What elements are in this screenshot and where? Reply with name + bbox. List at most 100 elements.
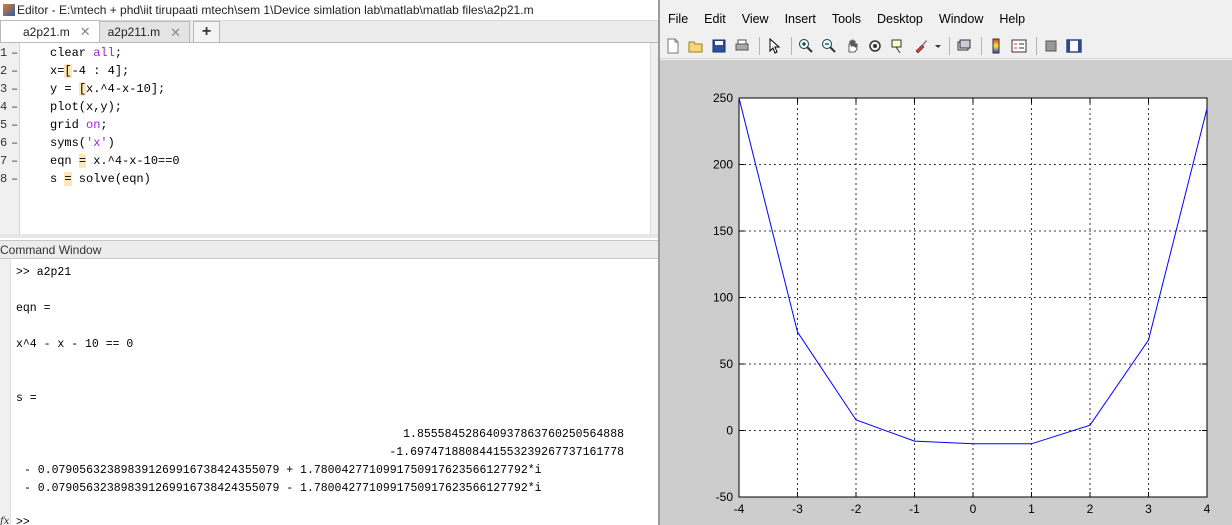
line-number: 3	[0, 82, 8, 96]
tab-label: a2p211.m	[107, 25, 161, 39]
next-prompt[interactable]: >>	[16, 516, 30, 525]
line-number: 7	[0, 154, 8, 168]
plot-area[interactable]: -4 -3 -2 -1 0 1 2 3 4 -50 0 50 100 150 200 250	[660, 60, 1232, 525]
menu-insert[interactable]: Insert	[784, 12, 816, 26]
data-point	[913, 440, 916, 442]
breakpoint-marker[interactable]: –	[11, 64, 19, 78]
root-3: - 0.079056323898391269916738424355079 + …	[24, 464, 542, 477]
line-number: 2	[0, 64, 8, 78]
zoom-in-icon[interactable]	[796, 36, 816, 56]
code-text: clear all;	[50, 46, 123, 60]
command-prompt-line: >> a2p21	[16, 266, 72, 279]
command-window[interactable]: >> a2p21 eqn = x^4 - x - 10 == 0 s = 1.8…	[0, 259, 658, 525]
data-point	[1089, 424, 1091, 426]
editor-splitter[interactable]	[0, 234, 658, 238]
legend-icon[interactable]	[1009, 36, 1029, 56]
line-chart[interactable]: -4 -3 -2 -1 0 1 2 3 4 -50 0 50 100 150 200 250	[660, 60, 1232, 525]
breakpoint-marker[interactable]: –	[11, 100, 19, 114]
command-window-header: Command Window	[0, 240, 658, 259]
zoom-out-icon[interactable]	[819, 36, 839, 56]
code-line[interactable]: 5– grid on;	[0, 116, 650, 134]
save-icon[interactable]	[709, 36, 729, 56]
data-point	[1147, 339, 1150, 341]
data-point	[1206, 108, 1208, 110]
root-1: 1.8555845286409378637602505648​88	[403, 428, 624, 441]
breakpoint-marker[interactable]: –	[11, 46, 19, 60]
figure-toolbar	[660, 33, 1232, 59]
print-icon[interactable]	[732, 36, 752, 56]
code-line[interactable]: 4– plot(x,y);	[0, 98, 650, 116]
menu-window[interactable]: Window	[938, 12, 984, 26]
data-point	[855, 419, 857, 421]
x-tick-label: 1	[1028, 502, 1035, 516]
x-tick-label: 4	[1204, 502, 1211, 516]
code-line[interactable]: 7– eqn = x.^4-x-10==0	[0, 152, 650, 170]
code-line[interactable]: 1– clear all;	[0, 44, 650, 62]
breakpoint-marker[interactable]: –	[11, 82, 19, 96]
data-point	[1030, 443, 1033, 445]
show-plot-tools-icon[interactable]	[1064, 36, 1084, 56]
y-tick-label: 100	[713, 291, 733, 305]
code-text: eqn = x.^4-x-10==0	[50, 154, 180, 168]
code-text: plot(x,y);	[50, 100, 123, 114]
y-tick-label: 0	[726, 424, 733, 438]
new-figure-icon[interactable]	[663, 36, 683, 56]
y-tick-label: 50	[720, 357, 734, 371]
menu-desktop[interactable]: Desktop	[877, 12, 923, 26]
menu-help[interactable]: Help	[999, 12, 1026, 26]
menu-file[interactable]: File	[668, 12, 689, 26]
colorbar-icon[interactable]	[986, 36, 1006, 56]
line-number: 4	[0, 100, 8, 114]
menu-view[interactable]: View	[741, 12, 769, 26]
code-text: syms('x')	[50, 136, 115, 150]
line-number: 5	[0, 118, 8, 132]
fx-icon[interactable]: fx	[0, 516, 10, 525]
chevron-down-icon[interactable]	[934, 36, 942, 56]
menu-tools[interactable]: Tools	[831, 12, 862, 26]
x-tick-label: -3	[792, 502, 803, 516]
root-2: -1.6974718808441553239267737161778	[389, 446, 624, 459]
hide-plot-tools-icon[interactable]	[1041, 36, 1061, 56]
editor-title: Editor - E:\mtech + phd\iit tirupaati mt…	[17, 3, 534, 17]
add-tab-button[interactable]: +	[193, 21, 220, 42]
code-editor[interactable]: 1– clear all; 2– x=[-4 : 4]; 3– y = [x.^4-x-1…	[0, 43, 658, 234]
open-file-icon[interactable]	[686, 36, 706, 56]
data-cursor-icon[interactable]	[888, 36, 908, 56]
editor-title-bar: Editor - E:\mtech + phd\iit tirupaati mt…	[0, 0, 658, 21]
close-icon[interactable]: ✕	[170, 24, 181, 40]
pan-icon[interactable]	[842, 36, 862, 56]
close-icon[interactable]: ✕	[79, 24, 91, 39]
code-line[interactable]: 6– syms('x')	[0, 134, 650, 152]
y-tick-label: 250	[713, 91, 733, 105]
x-tick-label: -1	[909, 502, 920, 516]
x-tick-label: -4	[734, 502, 745, 516]
code-text: x=[-4 : 4];	[50, 64, 130, 78]
code-line[interactable]: 8– s = solve(eqn)	[0, 170, 650, 188]
eqn-label: eqn =	[16, 302, 51, 315]
root-4: - 0.079056323898391269916738424355079 - …	[24, 482, 542, 495]
editor-scrollbar[interactable]	[650, 43, 658, 234]
x-tick-label: -2	[851, 502, 862, 516]
breakpoint-marker[interactable]: –	[11, 136, 19, 150]
x-tick-label: 0	[970, 502, 977, 516]
rotate-icon[interactable]	[865, 36, 885, 56]
tab-a2p21[interactable]: a2p21.m ✕	[0, 20, 100, 42]
breakpoint-marker[interactable]: –	[11, 154, 19, 168]
link-icon[interactable]	[954, 36, 974, 56]
code-line[interactable]: 3– y = [x.^4-x-10];	[0, 80, 650, 98]
editor-panel: Editor - E:\mtech + phd\iit tirupaati mt…	[0, 0, 658, 238]
code-text: s = solve(eqn)	[50, 172, 151, 186]
y-tick-label: -50	[716, 490, 734, 504]
code-line[interactable]: 2– x=[-4 : 4];	[0, 62, 650, 80]
tab-label: a2p21.m	[23, 24, 70, 39]
menu-edit[interactable]: Edit	[704, 12, 726, 26]
figure-menubar: File Edit View Insert Tools Desktop Wind…	[660, 8, 1033, 30]
pointer-icon[interactable]	[764, 36, 784, 56]
tab-a2p211[interactable]: a2p211.m ✕	[98, 21, 190, 42]
code-text: y = [x.^4-x-10];	[50, 82, 166, 96]
breakpoint-marker[interactable]: –	[11, 172, 19, 186]
data-point	[738, 97, 740, 99]
line-number-gutter	[0, 43, 20, 234]
brush-icon[interactable]	[911, 36, 931, 56]
breakpoint-marker[interactable]: –	[11, 118, 19, 132]
